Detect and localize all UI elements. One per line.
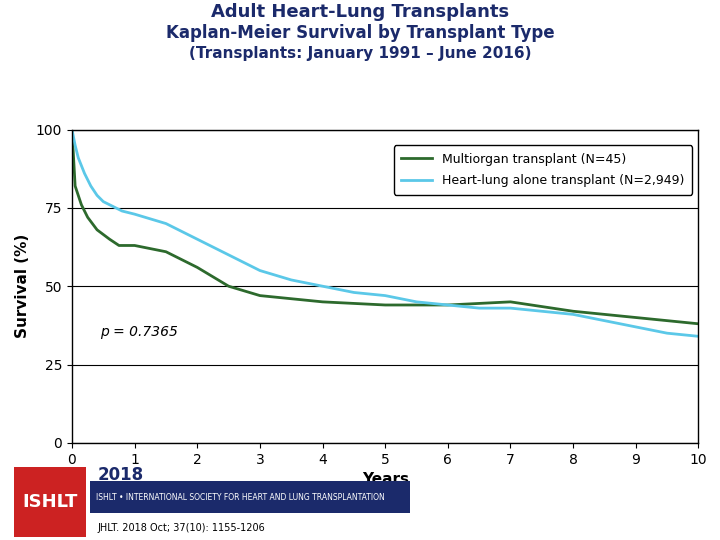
Text: Adult Heart-Lung Transplants: Adult Heart-Lung Transplants bbox=[211, 3, 509, 21]
Y-axis label: Survival (%): Survival (%) bbox=[15, 234, 30, 339]
X-axis label: Years: Years bbox=[361, 472, 409, 487]
Text: ISHLT • INTERNATIONAL SOCIETY FOR HEART AND LUNG TRANSPLANTATION: ISHLT • INTERNATIONAL SOCIETY FOR HEART … bbox=[96, 492, 385, 502]
Text: (Transplants: January 1991 – June 2016): (Transplants: January 1991 – June 2016) bbox=[189, 46, 531, 61]
Legend: Multiorgan transplant (N=45), Heart-lung alone transplant (N=2,949): Multiorgan transplant (N=45), Heart-lung… bbox=[394, 145, 692, 195]
Text: JHLT. 2018 Oct; 37(10): 1155-1206: JHLT. 2018 Oct; 37(10): 1155-1206 bbox=[97, 523, 265, 533]
Text: 2018: 2018 bbox=[97, 467, 143, 484]
Text: Kaplan-Meier Survival by Transplant Type: Kaplan-Meier Survival by Transplant Type bbox=[166, 24, 554, 42]
Text: ISHLT: ISHLT bbox=[23, 493, 78, 511]
Text: p = 0.7365: p = 0.7365 bbox=[100, 325, 178, 339]
